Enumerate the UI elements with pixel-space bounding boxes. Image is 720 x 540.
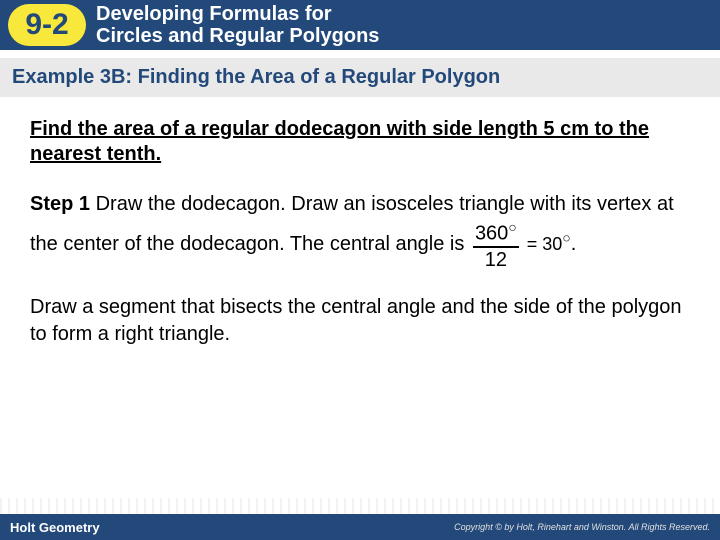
bisect-instruction: Draw a segment that bisects the central … (30, 294, 690, 348)
fraction-numerator: 360○ (473, 220, 519, 248)
example-heading: Example 3B: Finding the Area of a Regula… (0, 58, 720, 97)
footer-copyright: Copyright © by Holt, Rinehart and Winsto… (454, 522, 710, 532)
header-bar: 9-2 Developing Formulas for Circles and … (0, 0, 720, 50)
equals-sign: = (522, 234, 543, 254)
step-1-text: Draw the dodecagon. Draw an isosceles tr… (30, 193, 674, 255)
numerator-value: 360 (475, 223, 508, 245)
step-1-tail: . (571, 233, 577, 255)
step-1-label: Step 1 (30, 193, 90, 215)
lesson-title: Developing Formulas for Circles and Regu… (96, 3, 379, 47)
step-1: Step 1 Draw the dodecagon. Draw an isosc… (30, 189, 690, 270)
result-degree-icon: ○ (562, 229, 570, 245)
section-badge: 9-2 (8, 4, 86, 46)
problem-prompt: Find the area of a regular dodecagon wit… (30, 117, 690, 167)
footer-bar: Holt Geometry Copyright © by Holt, Rineh… (0, 514, 720, 540)
numerator-degree-icon: ○ (508, 219, 516, 235)
central-angle-result: 30 (542, 234, 562, 254)
footer-hatch-decoration (0, 498, 720, 514)
slide-root: 9-2 Developing Formulas for Circles and … (0, 0, 720, 540)
lesson-title-line1: Developing Formulas for (96, 3, 379, 25)
content-area: Find the area of a regular dodecagon wit… (0, 97, 720, 348)
fraction-denominator: 12 (473, 248, 519, 270)
central-angle-fraction: 360○12 (473, 220, 519, 270)
footer-book-title: Holt Geometry (10, 520, 100, 535)
lesson-title-line2: Circles and Regular Polygons (96, 25, 379, 47)
